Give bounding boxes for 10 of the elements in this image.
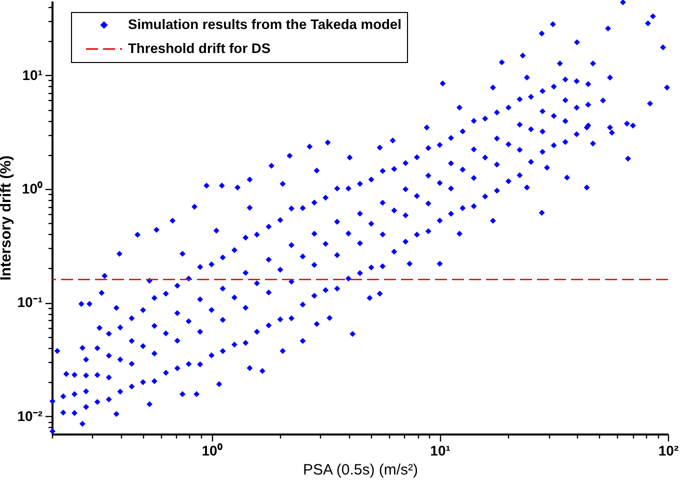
- legend-label: Threshold drift for DS: [128, 41, 271, 56]
- y-tick-label: 10⁻²: [17, 408, 43, 424]
- x-tick-label: 10⁰: [202, 442, 222, 458]
- y-tick-label: 10⁻¹: [17, 294, 43, 310]
- x-axis-title: PSA (0.5s) (m/s²): [302, 462, 418, 478]
- legend-label: Simulation results from the Takeda model: [128, 17, 402, 32]
- y-tick-label: 10¹: [22, 66, 43, 83]
- x-tick-label: 10²: [658, 442, 679, 458]
- x-tick-label: 10¹: [430, 442, 451, 458]
- y-tick-label: 10⁰: [22, 180, 42, 196]
